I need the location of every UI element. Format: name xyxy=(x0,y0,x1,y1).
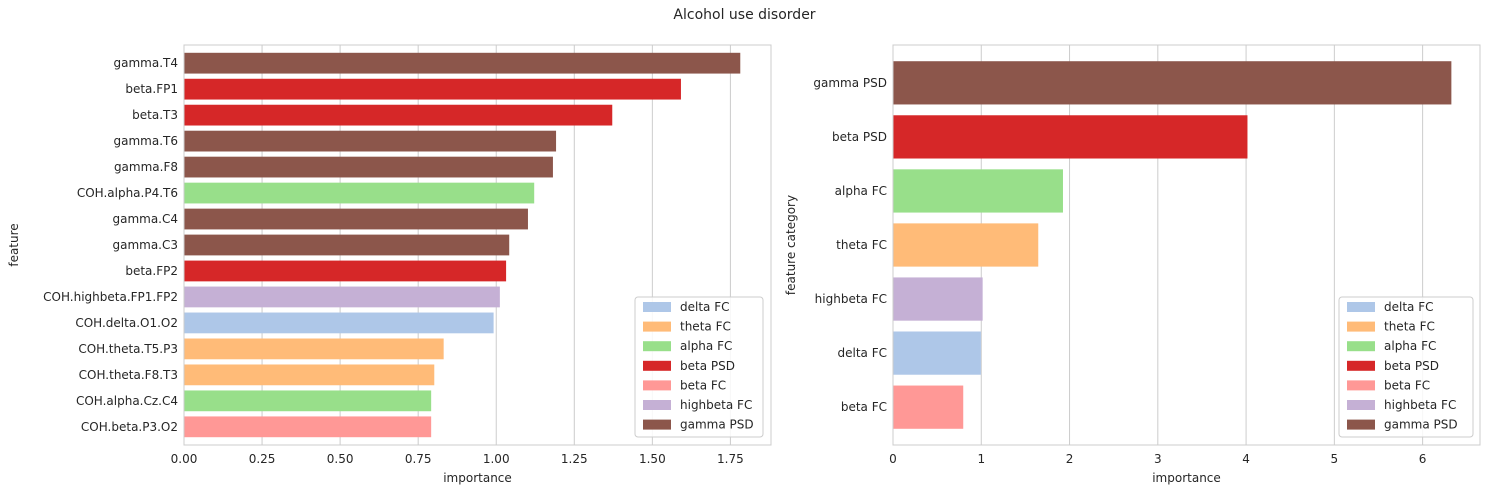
y-tick-label: COH.alpha.P4.T6 xyxy=(77,186,178,200)
legend-swatch xyxy=(643,321,671,332)
y-tick-label: gamma.T6 xyxy=(114,134,178,148)
legend-label: theta FC xyxy=(1384,320,1435,334)
x-tick-label: 0.00 xyxy=(171,452,198,466)
bar xyxy=(184,364,435,386)
y-tick-label: COH.alpha.Cz.C4 xyxy=(76,394,178,408)
y-tick-label: COH.theta.F8.T3 xyxy=(79,368,178,382)
legend-label: delta FC xyxy=(680,300,730,314)
legend-swatch xyxy=(643,400,671,410)
bar xyxy=(184,338,444,360)
bar xyxy=(184,130,557,152)
y-tick-label: alpha FC xyxy=(835,184,887,198)
x-tick-label: 0.50 xyxy=(327,452,354,466)
legend-label: highbeta FC xyxy=(680,398,752,412)
x-tick-label: 4 xyxy=(1242,452,1250,466)
y-tick-label: beta FC xyxy=(841,400,887,414)
chart-panel-2: gamma PSD beta PSD alpha FC theta FC highbet… xyxy=(784,44,1481,485)
y-tick-label: COH.highbeta.FP1.FP2 xyxy=(43,290,178,304)
x-tick-label: 5 xyxy=(1331,452,1339,466)
legend-label: beta PSD xyxy=(680,359,735,373)
bar xyxy=(184,52,741,74)
legend-swatch xyxy=(1347,302,1375,312)
y-tick-label: COH.theta.T5.P3 xyxy=(78,342,178,356)
x-tick-label: 3 xyxy=(1154,452,1162,466)
legend-swatch xyxy=(643,360,671,371)
bar xyxy=(893,223,1039,267)
y-tick-label: gamma.C3 xyxy=(112,238,178,252)
bar xyxy=(893,115,1248,159)
x-tick-label: 1.75 xyxy=(717,452,744,466)
x-tick-label: 6 xyxy=(1419,452,1427,466)
legend-label: beta PSD xyxy=(1384,359,1439,373)
x-tick-label: 1 xyxy=(977,452,985,466)
x-tick-label: 0.25 xyxy=(249,452,276,466)
legend-label: gamma PSD xyxy=(680,418,754,432)
legend: delta FC theta FC alpha FC beta PSD beta FC h… xyxy=(634,296,764,438)
y-tick-label: highbeta FC xyxy=(815,292,887,306)
plot-frame xyxy=(183,44,772,446)
y-tick-label: gamma.C4 xyxy=(112,212,178,226)
bar xyxy=(893,169,1063,213)
y-tick-label: theta FC xyxy=(836,238,887,252)
x-tick-label: 1.25 xyxy=(561,452,588,466)
figure-title: Alcohol use disorder xyxy=(673,7,816,23)
y-axis-label: feature xyxy=(7,223,21,266)
y-tick-label: COH.beta.P3.O2 xyxy=(81,420,178,434)
legend-swatch xyxy=(1347,341,1375,352)
legend-label: theta FC xyxy=(680,320,731,334)
bar xyxy=(184,156,553,178)
legend-swatch xyxy=(1347,419,1375,430)
bar xyxy=(184,286,500,308)
x-tick-label: 0.75 xyxy=(405,452,432,466)
bar xyxy=(184,182,535,204)
bar xyxy=(893,61,1452,105)
bar xyxy=(184,234,510,256)
legend-swatch xyxy=(1347,380,1375,391)
legend-label: delta FC xyxy=(1384,300,1434,314)
y-tick-label: gamma.T4 xyxy=(114,56,178,70)
y-tick-label: beta.FP2 xyxy=(125,264,178,278)
x-tick-label: 1.00 xyxy=(483,452,510,466)
legend-swatch xyxy=(1347,400,1375,410)
y-tick-label: gamma.F8 xyxy=(114,160,178,174)
bar xyxy=(184,260,507,282)
x-tick-label: 0 xyxy=(889,452,897,466)
bar xyxy=(184,416,432,438)
legend-swatch xyxy=(643,302,671,312)
bar xyxy=(184,104,613,126)
y-tick-label: delta FC xyxy=(838,346,888,360)
legend-swatch xyxy=(643,341,671,352)
y-tick-label: beta.T3 xyxy=(132,108,178,122)
y-axis-label: feature category xyxy=(784,195,798,295)
legend-swatch xyxy=(643,380,671,391)
y-tick-label: beta PSD xyxy=(832,130,887,144)
bar xyxy=(893,385,964,429)
legend-label: gamma PSD xyxy=(1384,418,1458,432)
x-tick-label: 2 xyxy=(1066,452,1074,466)
x-axis-label: importance xyxy=(443,471,512,485)
legend-swatch xyxy=(643,419,671,430)
x-axis-label: importance xyxy=(1152,471,1221,485)
bar xyxy=(184,208,528,230)
bar xyxy=(184,312,494,334)
y-tick-label: gamma PSD xyxy=(813,76,887,90)
y-tick-label: COH.delta.O1.O2 xyxy=(75,316,178,330)
legend-label: highbeta FC xyxy=(1384,398,1456,412)
legend-label: beta FC xyxy=(680,378,726,392)
bar xyxy=(184,390,432,412)
legend-swatch xyxy=(1347,360,1375,371)
legend-label: beta FC xyxy=(1384,378,1430,392)
bar xyxy=(893,331,981,375)
chart-panel-1: gamma.T4 beta.FP1 beta.T3 gamma.T6 gamma.F8 C… xyxy=(7,44,772,485)
legend-label: alpha FC xyxy=(680,339,732,353)
legend: delta FC theta FC alpha FC beta PSD beta FC h… xyxy=(1338,296,1474,438)
plot-frame xyxy=(892,44,1481,446)
y-tick-label: beta.FP1 xyxy=(125,82,178,96)
bar xyxy=(893,277,983,321)
legend-swatch xyxy=(1347,321,1375,332)
legend-label: alpha FC xyxy=(1384,339,1436,353)
x-tick-label: 1.50 xyxy=(639,452,666,466)
bar xyxy=(184,78,681,100)
